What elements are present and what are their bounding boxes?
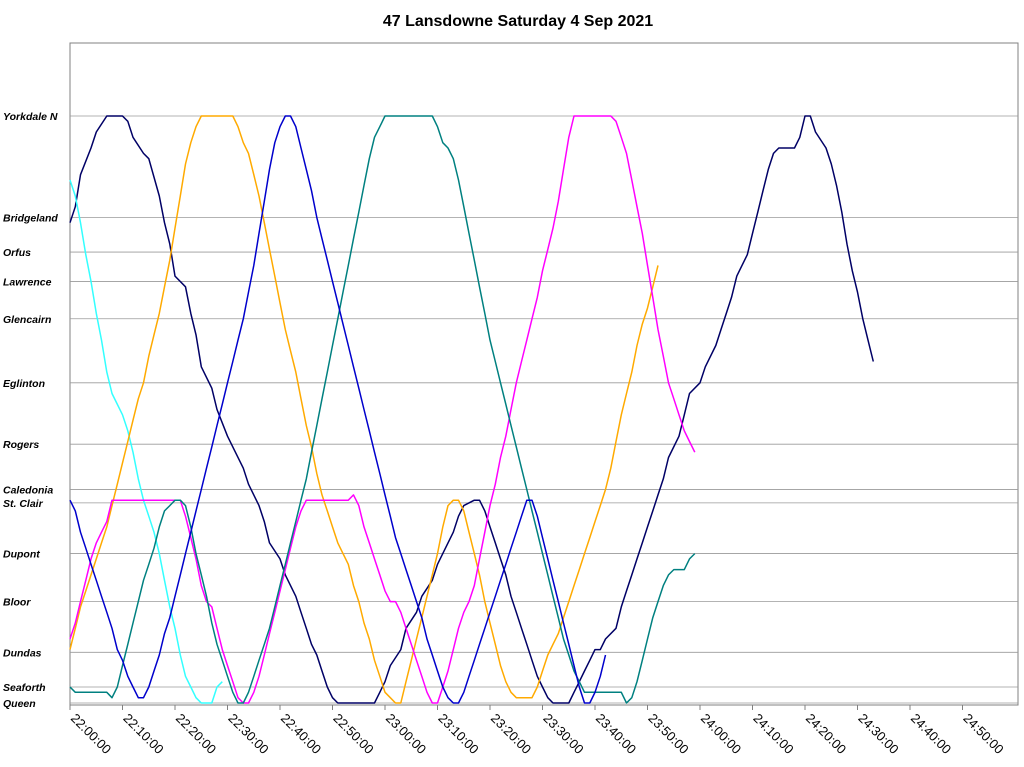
series-lines	[69, 115, 875, 704]
x-axis-ticks	[69, 705, 963, 710]
y-tick-label: St. Clair	[3, 498, 44, 510]
y-tick-label: Bridgeland	[3, 212, 58, 224]
x-tick-label: 23:50:00	[645, 711, 691, 757]
series-line-2	[69, 179, 223, 704]
x-tick-label: 24:30:00	[855, 711, 901, 757]
y-tick-label: Rogers	[3, 439, 39, 451]
series-line-4	[69, 115, 696, 704]
y-tick-label: Seaforth	[3, 682, 46, 694]
chart-title: 47 Lansdowne Saturday 4 Sep 2021	[383, 13, 653, 30]
series-line-1	[69, 115, 875, 704]
x-tick-label: 23:10:00	[435, 711, 481, 757]
x-tick-label: 22:00:00	[68, 711, 114, 757]
y-tick-label: Eglinton	[3, 378, 45, 390]
x-tick-label: 24:10:00	[750, 711, 796, 757]
y-tick-label: Bloor	[3, 597, 31, 609]
x-axis-labels: 22:00:00 22:10:00 22:20:00 22:30:00 22:40:00…	[68, 711, 1007, 757]
x-tick-label: 24:00:00	[698, 711, 744, 757]
x-tick-label: 23:30:00	[540, 711, 586, 757]
y-tick-label: Orfus	[3, 247, 31, 259]
series-line-6	[69, 115, 607, 704]
x-tick-label: 23:40:00	[593, 711, 639, 757]
x-tick-label: 22:20:00	[173, 711, 219, 757]
x-tick-label: 24:40:00	[908, 711, 954, 757]
y-tick-label: Glencairn	[3, 314, 51, 326]
y-axis-labels: Yorkdale N Bridgeland Orfus Lawrence Glencai…	[3, 111, 58, 710]
x-tick-label: 22:10:00	[120, 711, 166, 757]
x-tick-label: 23:20:00	[488, 711, 534, 757]
y-tick-label: Caledonia	[3, 485, 53, 497]
x-tick-label: 23:00:00	[383, 711, 429, 757]
y-tick-label: Queen	[3, 698, 36, 710]
y-tick-label: Yorkdale N	[3, 111, 58, 123]
x-tick-label: 24:20:00	[803, 711, 849, 757]
series-line-5	[69, 115, 696, 704]
y-tick-label: Dupont	[3, 549, 40, 561]
x-tick-label: 22:40:00	[278, 711, 324, 757]
x-tick-label: 24:50:00	[960, 711, 1006, 757]
x-tick-label: 22:50:00	[330, 711, 376, 757]
y-tick-label: Lawrence	[3, 276, 52, 288]
plot-area	[69, 42, 1019, 706]
x-tick-label: 22:30:00	[225, 711, 271, 757]
y-tick-label: Dundas	[3, 647, 42, 659]
series-line-3	[69, 115, 659, 704]
